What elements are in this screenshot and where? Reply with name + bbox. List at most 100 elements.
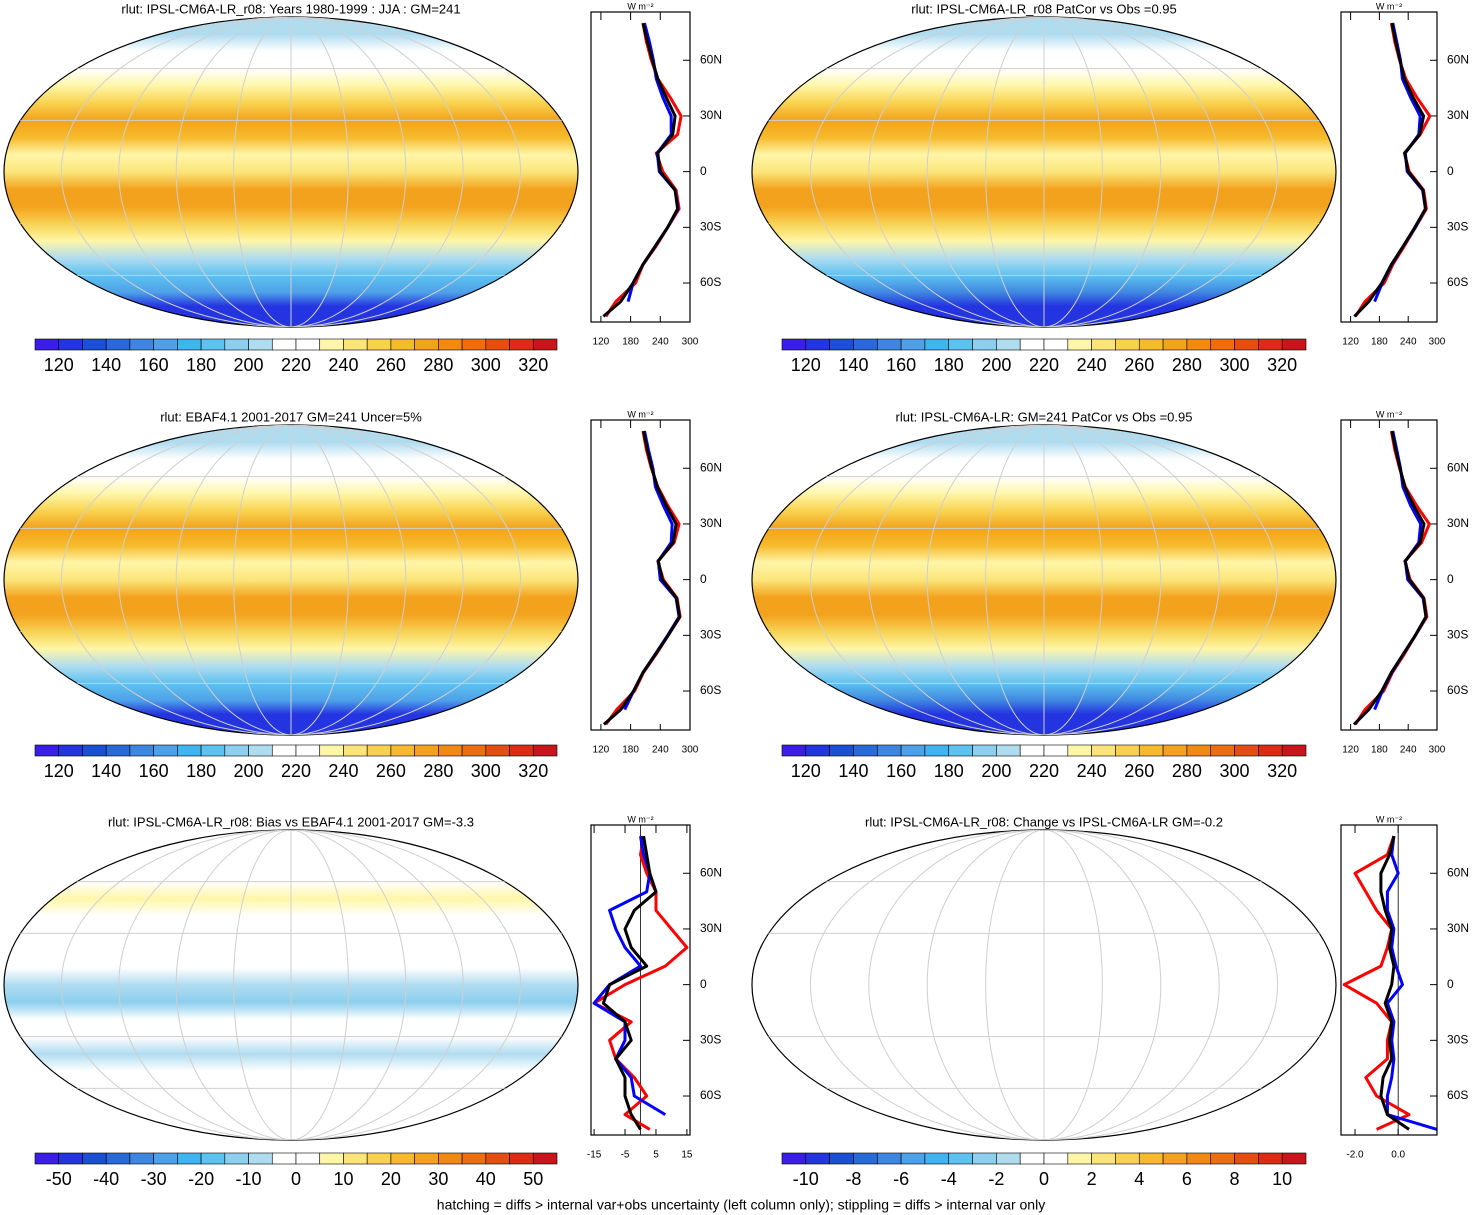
- meridian: [868, 830, 1220, 1140]
- zonal-line: [1385, 835, 1438, 1131]
- y-tick-label: 0: [1447, 572, 1454, 586]
- colorbar-box: [105, 744, 131, 757]
- colorbar-box: [1138, 1152, 1164, 1165]
- plot-frame: [590, 11, 691, 323]
- plot-frame: [1340, 824, 1438, 1136]
- panel-title: rlut: EBAF4.1 2001-2017 GM=241 Uncer=5%: [160, 409, 422, 424]
- x-tick-label: 240: [652, 745, 669, 756]
- meridian: [175, 830, 407, 1140]
- y-tick-label: 60N: [1447, 460, 1469, 474]
- colorbar-box: [1043, 1152, 1069, 1165]
- colorbar-label: 20: [381, 1169, 401, 1189]
- colorbar-box: [1210, 744, 1235, 757]
- colorbar-box: [781, 1152, 807, 1165]
- y-tick-label: 0: [700, 977, 707, 991]
- meridian: [809, 425, 1279, 735]
- x-tick-label: 300: [1429, 337, 1446, 348]
- graticule: [752, 17, 1336, 327]
- y-tick-label: 60N: [700, 52, 722, 66]
- y-tick-label: 60S: [700, 683, 721, 697]
- colorbar-label: 140: [838, 761, 868, 781]
- unit-label: W m⁻²: [1376, 409, 1402, 419]
- y-tick-label: 60N: [700, 460, 722, 474]
- y-tick-label: 30N: [1447, 516, 1469, 530]
- colorbar-label: 10: [1272, 1169, 1292, 1189]
- colorbar-box: [224, 338, 249, 351]
- meridian: [60, 425, 522, 735]
- x-tick-label: 0.0: [1391, 1150, 1405, 1161]
- colorbar-box: [1281, 744, 1307, 757]
- graticule: [752, 425, 1336, 735]
- colorbar-box: [319, 744, 344, 757]
- colorbar-box: [390, 744, 415, 757]
- colorbar-box: [1115, 338, 1140, 351]
- y-tick-label: 30N: [700, 108, 722, 122]
- colorbar-box: [532, 1152, 558, 1165]
- colorbar-box: [1281, 338, 1307, 351]
- y-tick-label: 60N: [700, 865, 722, 879]
- colorbar-label: 300: [1220, 761, 1250, 781]
- colorbar-label: 140: [838, 355, 868, 375]
- zonal-line: [601, 835, 658, 1131]
- colorbar-box: [1091, 1152, 1116, 1165]
- colorbar-box: [105, 1152, 131, 1165]
- meridian: [926, 830, 1162, 1140]
- panel-title: rlut: IPSL-CM6A-LR_r08: Bias vs EBAF4.1 …: [108, 814, 474, 829]
- meridian: [985, 425, 1103, 735]
- y-tick-label: 30S: [1447, 1033, 1468, 1047]
- colorbar-box: [129, 338, 154, 351]
- colorbar-box: [900, 1152, 926, 1165]
- colorbar-label: 240: [1077, 761, 1107, 781]
- colorbar-box: [948, 338, 973, 351]
- colorbar-label: 6: [1182, 1169, 1192, 1189]
- colorbar-box: [1115, 1152, 1140, 1165]
- colorbar-box: [1091, 744, 1116, 757]
- colorbar-label: -2: [988, 1169, 1004, 1189]
- colorbar-label: 200: [981, 355, 1011, 375]
- graticule: [4, 17, 578, 327]
- plot-frame: [590, 419, 691, 731]
- colorbar-label: -6: [893, 1169, 909, 1189]
- colorbar-label: 200: [981, 761, 1011, 781]
- y-tick-label: 0: [1447, 977, 1454, 991]
- colorbar-label: -8: [845, 1169, 861, 1189]
- meridian: [985, 830, 1103, 1140]
- colorbar-label: 40: [476, 1169, 496, 1189]
- colorbar-box: [1234, 338, 1259, 351]
- colorbar-label: 160: [139, 761, 169, 781]
- plot-frame: [1340, 419, 1438, 731]
- meridian: [868, 425, 1220, 735]
- y-tick-label: 30N: [700, 921, 722, 935]
- plot-frame: [590, 824, 691, 1136]
- x-tick-label: 120: [593, 337, 610, 348]
- x-tick-label: 120: [593, 745, 610, 756]
- colorbar-box: [200, 338, 226, 351]
- x-tick-label: -2.0: [1346, 1150, 1364, 1161]
- colorbar-box: [1234, 1152, 1259, 1165]
- colorbar-box: [948, 1152, 973, 1165]
- colorbar-box: [1043, 744, 1069, 757]
- colorbar-box: [485, 1152, 510, 1165]
- colorbar-label: 160: [886, 761, 916, 781]
- colorbar-box: [781, 338, 807, 351]
- colorbar-label: -4: [941, 1169, 957, 1189]
- colorbar-label: 260: [376, 761, 406, 781]
- colorbar-box: [34, 744, 60, 757]
- colorbar-box: [248, 1152, 273, 1165]
- colorbar-box: [509, 744, 534, 757]
- colorbar-label: 10: [333, 1169, 353, 1189]
- meridian: [868, 17, 1220, 327]
- colorbar-box: [153, 1152, 178, 1165]
- colorbar-label: 160: [886, 355, 916, 375]
- colorbar-box: [485, 338, 510, 351]
- colorbar-box: [129, 1152, 154, 1165]
- y-tick-label: 30N: [700, 516, 722, 530]
- colorbar-label: 280: [1172, 355, 1202, 375]
- colorbar-label: 120: [791, 761, 821, 781]
- colorbar-label: -40: [93, 1169, 119, 1189]
- meridian: [118, 425, 464, 735]
- colorbar-label: 140: [91, 355, 121, 375]
- colorbar-label: 200: [234, 761, 264, 781]
- colorbar-label: 50: [523, 1169, 543, 1189]
